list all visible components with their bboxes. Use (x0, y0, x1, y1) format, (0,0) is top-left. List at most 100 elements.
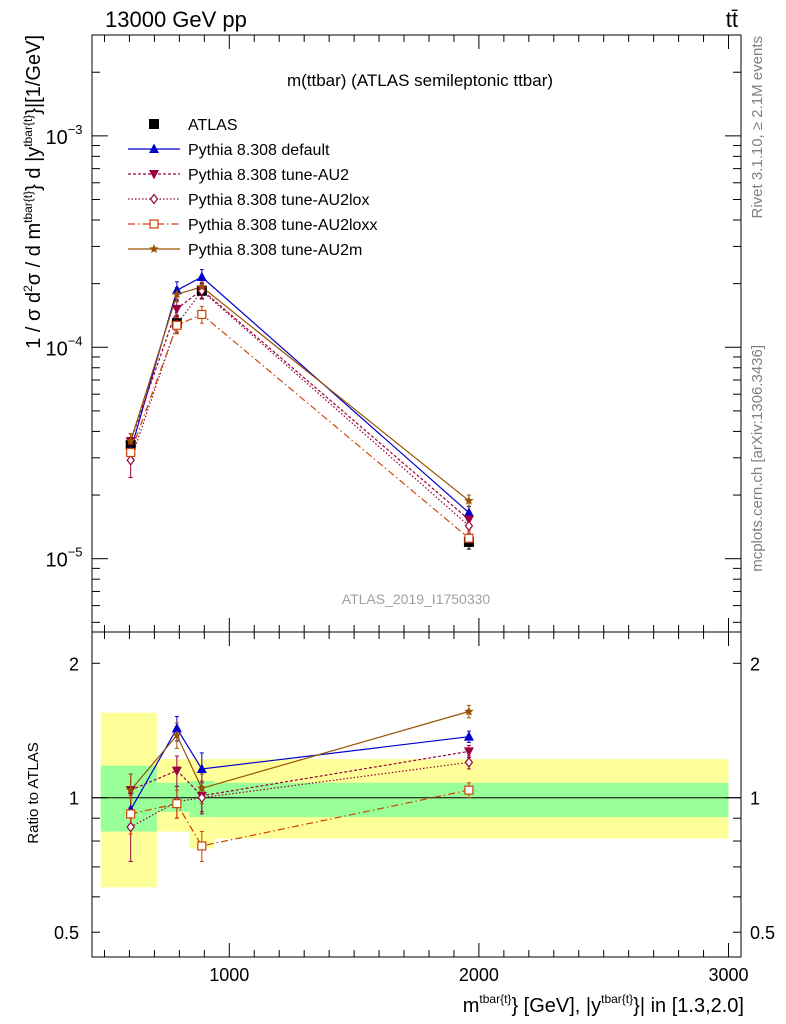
main-point-5-0 (125, 436, 136, 446)
ylabel-sup-3: tbar{t} (21, 115, 35, 147)
ratio-point-0-2 (196, 763, 207, 773)
main-series-lines (130, 276, 470, 539)
ylabel-part-4: }|[1/GeV] (23, 35, 45, 115)
main-point-1-3 (463, 507, 474, 517)
ratio-point-1-1 (171, 766, 182, 777)
watermark: ATLAS_2019_I1750330 (342, 591, 491, 607)
ratio-point-4-0 (125, 785, 136, 795)
y-tick-label-2: 10−3 (45, 122, 82, 149)
ratio-y-tick-label-right-2: 2 (750, 654, 760, 674)
main-error-bars (128, 269, 471, 550)
ratio-y-tick-label-left-1: 1 (69, 789, 79, 809)
legend-marker-2 (149, 170, 159, 180)
header-energy-label: 13000 GeV pp (105, 7, 247, 32)
ylabel-sup-2: tbar{t} (21, 191, 35, 223)
legend-label-2: Pythia 8.308 tune-AU2 (188, 167, 349, 184)
main-point-4-3 (464, 533, 474, 543)
main-point-3-0 (126, 454, 135, 466)
main-line-2 (130, 289, 470, 521)
legend-label-4: Pythia 8.308 tune-AU2loxx (188, 217, 377, 234)
y-tick-base-0: 10 (45, 550, 67, 572)
legend-label-1: Pythia 8.308 default (188, 142, 330, 159)
main-markers (125, 271, 474, 547)
rivet-version-label: Rivet 3.1.10, ≥ 2.1M events (749, 36, 766, 219)
ratio-frame (91, 631, 742, 958)
ratio-point-4-3 (464, 706, 474, 716)
main-axis-ticks: 10−510−410−3 (45, 34, 741, 632)
main-line-5 (130, 286, 470, 502)
main-point-3-3 (464, 520, 474, 532)
legend-marker-3 (149, 193, 159, 205)
main-point-2-1 (171, 304, 182, 315)
ratio-point-0-1 (171, 722, 182, 733)
main-line-1 (130, 276, 470, 514)
y-tick-base-1: 10 (45, 338, 67, 360)
mcplots-label: mcplots.cern.ch [arXiv:1306.3436] (749, 345, 766, 572)
main-title: m(ttbar) (ATLAS semileptonic ttbar) (287, 71, 553, 90)
ratio-y-tick-label-left-0: 0.5 (54, 923, 79, 943)
ratio-markers (125, 706, 474, 851)
x-tick-label-1000: 1000 (209, 965, 249, 985)
ylabel-part-3: } d |y (23, 147, 45, 191)
ratio-point-3-3 (464, 785, 474, 795)
main-point-1-2 (196, 271, 207, 281)
main-point-5-3 (464, 495, 474, 505)
ratio-series-lines (130, 710, 470, 847)
ratio-point-0-3 (463, 731, 474, 741)
xlabel-part-1: m (463, 995, 480, 1017)
ratio-point-2-0 (126, 821, 135, 833)
ratio-line-1 (130, 750, 469, 797)
ylabel-part-2: σ / d m (23, 223, 45, 285)
ratio-line-3 (130, 789, 470, 847)
legend-marker-0 (149, 119, 159, 129)
ratio-point-3-2 (197, 841, 207, 851)
legend: ATLAS Pythia 8.308 default Pythia 8.308 tu… (128, 117, 377, 259)
ratio-line-4 (130, 710, 470, 791)
legend-marker-1 (149, 143, 159, 153)
ratio-uncertainty-bands (100, 712, 729, 888)
y-tick-base-2: 10 (45, 127, 67, 149)
y-tick-label-1: 10−4 (45, 333, 82, 360)
legend-marker-5 (149, 244, 159, 253)
x-tick-label-2000: 2000 (459, 965, 499, 985)
ratio-y-tick-label-right-1: 1 (750, 789, 760, 809)
ratio-point-4-2 (197, 783, 207, 793)
y-tick-exp-0: −5 (68, 545, 83, 560)
main-y-axis-label: 1 / σ d2σ / d mtbar{t}} d |ytbar{t}}|[1/… (21, 35, 45, 349)
main-point-4-0 (126, 447, 136, 458)
xlabel-sup-2: tbar{t} (601, 992, 633, 1006)
ratio-y-tick-label-right-0: 0.5 (750, 923, 775, 943)
ratio-point-4-1 (172, 730, 182, 740)
xlabel-part-2: } [GeV], |y (511, 995, 601, 1017)
main-point-5-2 (197, 281, 207, 291)
x-axis-label: mtbar{t}} [GeV], |ytbar{t}}| in [1.3,2.0… (463, 992, 744, 1017)
ylabel-sup-1: 2 (21, 285, 35, 292)
ratio-y-tick-label-left-2: 2 (69, 654, 79, 674)
y-tick-exp-2: −3 (68, 122, 83, 137)
ratio-line-0 (130, 727, 469, 810)
main-point-4-2 (197, 309, 207, 320)
ylabel-part-1: 1 / σ d (23, 292, 45, 349)
main-point-4-1 (172, 320, 182, 330)
ratio-axis-ticks: 1000 2000 3000 0.5 0.5 1 1 2 2 (54, 632, 775, 985)
legend-label-3: Pythia 8.308 tune-AU2lox (188, 192, 369, 209)
main-point-5-1 (172, 289, 182, 299)
y-tick-label-0: 10−5 (45, 545, 82, 572)
ratio-point-2-2 (197, 792, 207, 804)
xlabel-part-3: }| in [1.3,2.0] (633, 995, 744, 1017)
ratio-point-3-0 (126, 809, 136, 819)
ratio-band-inner-0 (100, 765, 157, 832)
main-panel: 10−510−410−3 m(ttbar) (ATLAS semileptoni… (21, 34, 742, 633)
ratio-point-2-3 (464, 756, 474, 768)
ratio-point-3-1 (172, 799, 182, 809)
x-tick-label-3000: 3000 (708, 965, 748, 985)
y-tick-exp-1: −4 (68, 333, 83, 348)
ratio-panel: 1000 2000 3000 0.5 0.5 1 1 2 2 Ratio to ATLAS m t… (25, 631, 775, 1017)
legend-label-0: ATLAS (188, 117, 238, 134)
main-line-4 (130, 313, 470, 539)
legend-marker-4 (149, 219, 159, 229)
ratio-y-axis-label: Ratio to ATLAS (25, 742, 42, 843)
ratio-point-1-3 (463, 747, 474, 757)
legend-label-5: Pythia 8.308 tune-AU2m (188, 242, 362, 259)
